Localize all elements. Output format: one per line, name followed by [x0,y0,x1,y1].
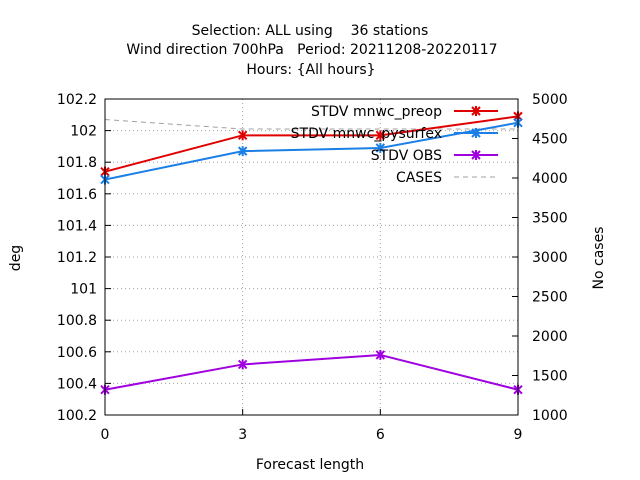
y2-tick-label-6: 4000 [532,171,568,187]
data-point-stdv-mnwc-pysurfex-1 [237,146,248,157]
y-tick-label-9: 102 [70,124,97,140]
x-axis-ticks: 0 3 6 9 [101,409,523,443]
y-tick-label-1: 100.4 [57,376,97,392]
legend: STDV mnwc_preop STDV mnwc_pysurfex STDV OB… [291,104,498,186]
legend-label-stdv-mnwc-preop: STDV mnwc_preop [311,104,442,120]
y-tick-label-8: 101.8 [57,155,97,171]
legend-label-cases: CASES [396,170,442,186]
series-line-stdv-mnwc-preop [104,115,519,173]
data-point-stdv-mnwc-preop-1 [237,130,248,141]
chart-title: Selection: ALL using 36 stations Wind di… [126,23,497,78]
y2-tick-label-8: 5000 [532,92,568,108]
legend-marker-stdv-mnwc-preop [471,106,481,116]
data-point-stdv-obs-2 [375,349,386,360]
y-axis-ticks: 100.2 100.4 100.6 100.8 101 101.2 101.4 101.6 10… [57,92,111,424]
y-tick-label-10: 102.2 [57,92,97,108]
series-line-stdv-mnwc-pysurfex [104,121,519,181]
legend-marker-stdv-mnwc-pysurfex [471,128,481,138]
y2-axis-label: No cases [591,227,607,290]
series-line-cases [104,119,518,130]
y-tick-label-7: 101.6 [57,187,97,203]
x-axis-label: Forecast length [256,457,364,473]
series-line-stdv-obs [104,353,519,391]
grid-lines [105,99,518,415]
x-tick-label-0: 0 [101,427,110,443]
y-tick-label-5: 101.2 [57,250,97,266]
legend-label-stdv-obs: STDV OBS [371,148,442,164]
series-layer [100,111,523,395]
y-tick-label-6: 101.4 [57,218,97,234]
y2-tick-label-7: 4500 [532,132,568,148]
y2-tick-label-2: 2000 [532,329,568,345]
y-tick-label-2: 100.6 [57,345,97,361]
title-line-2: Wind direction 700hPa Period: 20211208-2… [126,42,497,58]
y2-tick-label-1: 1500 [532,369,568,385]
x-tick-label-3: 9 [514,427,523,443]
x-tick-label-2: 6 [376,427,385,443]
data-point-stdv-obs-1 [237,359,248,370]
title-line-3: Hours: {All hours} [246,62,375,78]
y2-tick-label-3: 2500 [532,290,568,306]
legend-label-stdv-mnwc-pysurfex: STDV mnwc_pysurfex [291,126,442,142]
y2-tick-label-5: 3500 [532,211,568,227]
y-tick-label-4: 101 [70,282,97,298]
data-point-stdv-mnwc-pysurfex-2 [375,142,386,153]
y2-axis-ticks: 1000 1500 2000 2500 3000 3500 4000 4500 5000 [512,92,568,424]
data-point-stdv-mnwc-preop-2 [375,130,386,141]
legend-marker-stdv-obs [471,150,481,160]
y-axis-label: deg [8,245,24,271]
x-tick-label-1: 3 [238,427,247,443]
y2-tick-label-0: 1000 [532,408,568,424]
y-tick-label-3: 100.8 [57,313,97,329]
plot-frame [104,98,519,416]
y2-tick-label-4: 3000 [532,250,568,266]
y-tick-label-0: 100.2 [57,408,97,424]
title-line-1: Selection: ALL using 36 stations [192,23,429,39]
